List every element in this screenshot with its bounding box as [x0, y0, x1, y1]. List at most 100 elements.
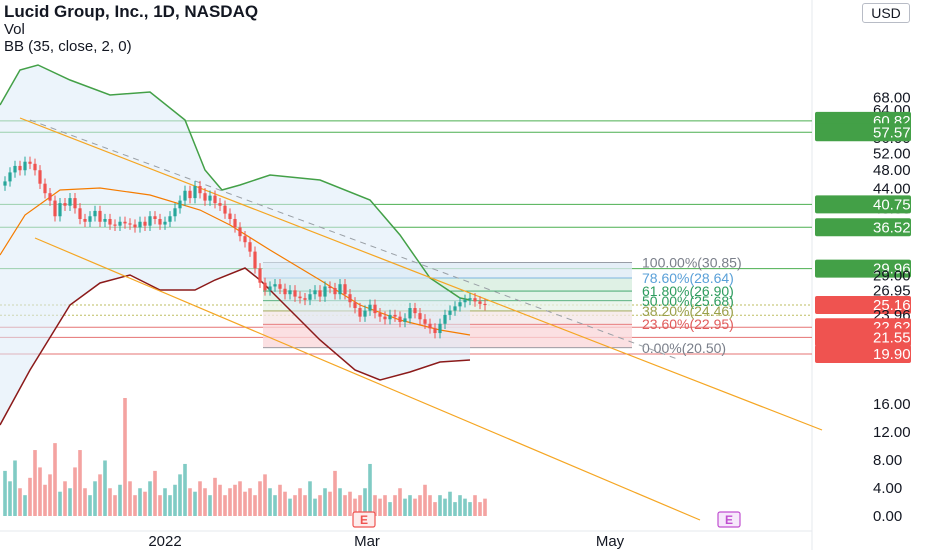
volume-bar — [228, 488, 232, 516]
volume-bar — [203, 488, 207, 516]
candle-body — [103, 218, 107, 222]
volume-bar — [253, 495, 257, 516]
volume-bar — [368, 463, 372, 516]
bollinger-fill — [0, 65, 470, 425]
candle-body — [463, 299, 467, 303]
volume-bar — [188, 488, 192, 516]
candle-body — [63, 203, 67, 206]
candle-body — [268, 286, 272, 291]
volume-bar — [28, 477, 32, 516]
fib-level-label: 0.00%(20.50) — [642, 340, 726, 356]
x-tick-label: 2022 — [148, 533, 181, 550]
price-label-text: 36.52 — [873, 219, 911, 236]
candle-body — [138, 221, 142, 228]
candle-body — [218, 203, 222, 206]
volume-bar — [363, 488, 367, 516]
volume-bar — [153, 470, 157, 516]
volume-bar — [273, 495, 277, 516]
x-tick-label: May — [596, 533, 625, 550]
candle-body — [3, 181, 7, 186]
volume-bar — [323, 488, 327, 516]
candle-body — [403, 318, 407, 322]
candle-body — [443, 314, 447, 324]
candle-body — [143, 221, 147, 226]
channel-lower-line — [34, 237, 701, 521]
candle-body — [123, 221, 127, 224]
candle-body — [148, 216, 152, 226]
volume-bar — [263, 474, 267, 516]
volume-bar — [118, 484, 122, 516]
y-tick-label: 68.00 — [873, 90, 911, 107]
volume-bar — [18, 488, 22, 516]
volume-bar — [173, 484, 177, 516]
candle-body — [18, 165, 22, 171]
volume-bar — [68, 488, 72, 516]
candle-body — [273, 284, 277, 287]
volume-bar — [223, 495, 227, 516]
candle-body — [358, 308, 362, 317]
candle-body — [43, 183, 47, 194]
volume-bar — [448, 491, 452, 516]
earnings-marker — [352, 511, 376, 528]
fib-level-label: 61.80%(26.90) — [642, 283, 734, 299]
volume-bar — [403, 498, 407, 516]
candle-body — [93, 210, 97, 217]
volume-bar — [243, 491, 247, 516]
volume-bar — [353, 498, 357, 516]
price-label-text: 19.90 — [873, 346, 911, 363]
y-tick-label: 12.00 — [873, 424, 911, 441]
candle-body — [68, 198, 72, 206]
volume-bar — [3, 470, 7, 516]
candle-body — [298, 296, 302, 299]
volume-bar — [433, 502, 437, 516]
volume-bar — [313, 498, 317, 516]
bollinger-lower-band — [0, 267, 471, 426]
volume-bar — [483, 498, 487, 516]
volume-bar — [38, 467, 42, 516]
candle-body — [158, 218, 162, 225]
candle-body — [278, 284, 282, 289]
volume-bar — [53, 443, 57, 516]
candle-body — [383, 316, 387, 320]
bollinger-upper-band — [0, 64, 471, 301]
earnings-marker-label: E — [360, 513, 368, 527]
volume-bar — [113, 495, 117, 516]
candle-body — [293, 290, 297, 297]
currency-selector[interactable]: USD — [862, 3, 910, 23]
candle-body — [483, 303, 487, 306]
candle-body — [253, 251, 257, 269]
volume-bar — [343, 495, 347, 516]
candle-body — [238, 227, 242, 237]
volume-bar — [413, 498, 417, 516]
volume-bar — [358, 495, 362, 516]
volume-bar — [378, 498, 382, 516]
candle-body — [418, 313, 422, 320]
volume-bar — [148, 481, 152, 516]
channel-upper-line — [19, 117, 823, 431]
candle-body — [378, 313, 382, 317]
x-tick-label: Mar — [354, 533, 380, 550]
bollinger-indicator-label: BB (35, close, 2, 0) — [4, 38, 132, 55]
volume-bar — [93, 481, 97, 516]
candle-body — [263, 282, 267, 291]
volume-bar — [8, 481, 12, 516]
volume-bar — [58, 491, 62, 516]
volume-bar — [318, 495, 322, 516]
volume-bar — [88, 495, 92, 516]
y-tick-label: 0.00 — [873, 508, 902, 525]
candle-body — [233, 218, 237, 228]
candle-body — [153, 216, 157, 219]
candle-body — [333, 287, 337, 295]
candle-body — [288, 290, 292, 295]
candle-body — [438, 323, 442, 334]
candle-body — [338, 284, 342, 295]
earnings-marker — [717, 511, 741, 528]
volume-bar — [418, 495, 422, 516]
volume-bar — [438, 495, 442, 516]
candle-body — [98, 210, 102, 222]
volume-bar — [208, 495, 212, 516]
volume-bar — [423, 484, 427, 516]
candle-body — [328, 286, 332, 288]
price-label-text: 25.16 — [873, 297, 911, 314]
